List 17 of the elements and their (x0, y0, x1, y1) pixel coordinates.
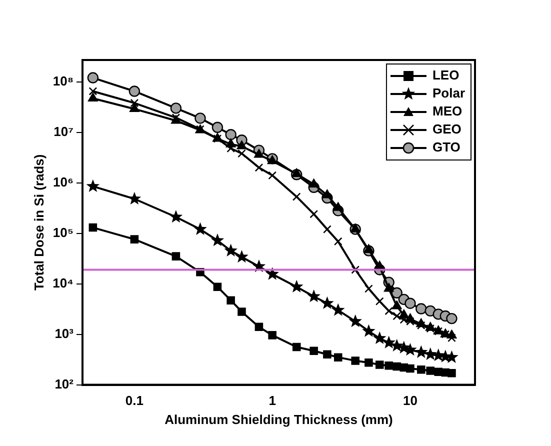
legend-label: Polar (432, 86, 466, 101)
x-axis-title: Aluminum Shielding Thickness (mm) (164, 412, 393, 427)
legend-label: MEO (432, 104, 462, 119)
y-axis-title: Total Dose in Si (rads) (31, 154, 46, 291)
x-tick-label: 0.1 (125, 393, 144, 408)
legend-label: GEO (432, 122, 462, 137)
y-tick-label: 10³ (54, 326, 74, 341)
y-tick-label: 10⁸ (52, 73, 74, 88)
y-tick-label: 10² (54, 376, 74, 392)
legend-label: LEO (432, 68, 460, 83)
y-tick-label: 10⁴ (52, 275, 74, 290)
y-tick-label: 10⁵ (52, 224, 74, 240)
y-tick-label: 10⁶ (53, 174, 74, 190)
legend-label: GTO (432, 140, 460, 155)
x-tick-label: 1 (268, 393, 276, 408)
x-tick-label: 10 (402, 393, 418, 408)
y-tick-label: 10⁷ (54, 124, 74, 139)
